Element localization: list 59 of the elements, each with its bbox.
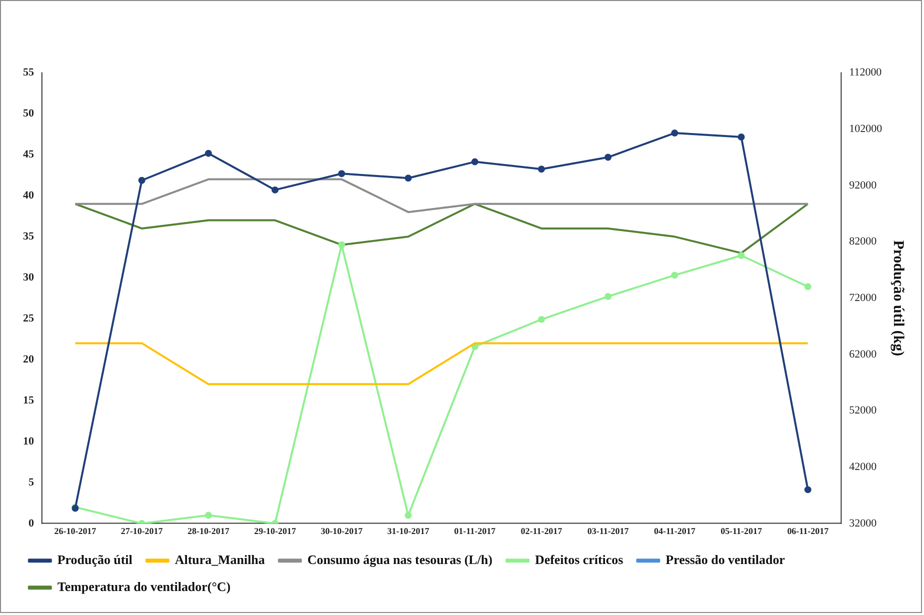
point — [338, 241, 346, 248]
y2-tick-label: 62000 — [849, 348, 878, 360]
point — [538, 166, 545, 173]
y-tick-label: 30 — [22, 271, 34, 284]
point — [272, 186, 279, 194]
y2-axis-title: Produção útil (kg) — [890, 240, 906, 356]
point — [738, 134, 745, 140]
legend-label: Consumo água nas tesouras (L/h) — [307, 552, 492, 568]
point — [404, 512, 412, 519]
y-tick-label: 40 — [22, 190, 34, 202]
y2-tick-label: 52000 — [849, 404, 878, 417]
x-tick-label: 28-10-2017 — [187, 526, 230, 536]
x-tick-label: 26-10-2017 — [54, 526, 97, 536]
point — [204, 512, 212, 519]
y2-tick-label: 42000 — [849, 461, 878, 474]
legend-label: Defeitos críticos — [535, 552, 624, 568]
legend-label: Altura_Manilha — [174, 552, 266, 568]
point — [604, 292, 612, 300]
y-tick-label: 25 — [22, 312, 34, 324]
y2-tick-label: 82000 — [849, 236, 878, 248]
point — [538, 316, 545, 323]
y-tick-label: 45 — [22, 148, 34, 161]
y2-tick-label: 102000 — [849, 122, 883, 135]
y2-tick-label: 92000 — [849, 179, 878, 192]
point — [804, 283, 812, 290]
point — [738, 252, 745, 260]
x-tick-label: 29-10-2017 — [254, 526, 296, 536]
y-tick-label: 0 — [28, 517, 34, 530]
y-tick-label: 50 — [22, 108, 34, 120]
x-tick-label: 05-11-2017 — [720, 526, 762, 536]
x-tick-label: 02-11-2017 — [520, 526, 563, 536]
y2-tick-label: 72000 — [849, 292, 878, 304]
y-tick-label: 5 — [28, 476, 34, 488]
x-tick-label: 27-10-2017 — [120, 526, 164, 536]
y-tick-label: 55 — [22, 66, 34, 79]
point — [671, 130, 678, 137]
y2-tick-label: 32000 — [849, 517, 878, 530]
y-tick-label: 20 — [22, 353, 34, 366]
y-tick-label: 15 — [22, 394, 34, 406]
x-tick-label: 31-10-2017 — [387, 526, 430, 536]
point — [204, 150, 212, 157]
y2-tick-label: 112000 — [849, 66, 882, 79]
point — [404, 174, 412, 182]
point — [604, 154, 612, 161]
x-tick-label: 30-10-2017 — [320, 526, 364, 536]
x-tick-label: 04-11-2017 — [654, 526, 696, 536]
x-tick-label: 06-11-2017 — [787, 526, 830, 536]
x-tick-label: 01-11-2017 — [454, 526, 496, 536]
point — [338, 170, 346, 178]
y-tick-label: 10 — [22, 435, 34, 448]
point — [138, 176, 146, 184]
point — [671, 272, 678, 279]
legend-label: Produção útil — [57, 552, 133, 568]
legend-label: Pressão do ventilador — [666, 552, 786, 568]
y-tick-label: 35 — [22, 230, 34, 242]
x-tick-label: 03-11-2017 — [587, 526, 630, 536]
point — [471, 158, 478, 166]
legend-label: Temperatura do ventilador(°C) — [57, 578, 231, 594]
point — [804, 486, 812, 494]
